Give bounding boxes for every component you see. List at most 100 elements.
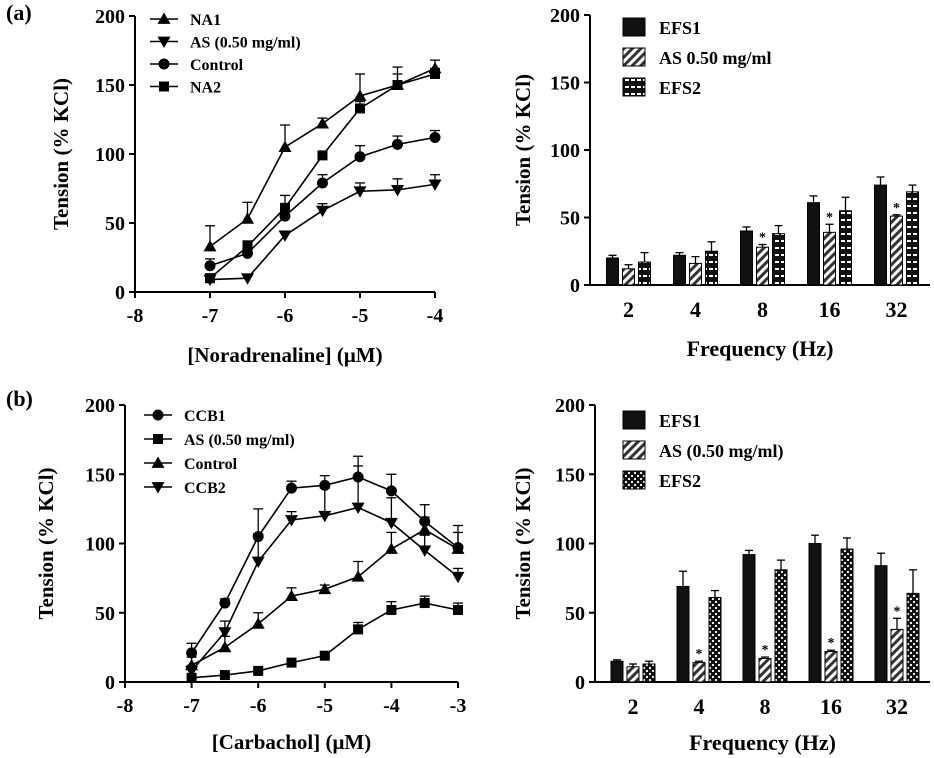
x-tick-label: 2 [623, 297, 634, 322]
bar [906, 592, 920, 683]
data-point [285, 589, 298, 602]
x-tick-label: 32 [886, 297, 908, 322]
series-as-0-50-mg-ml: * * * [622, 201, 903, 286]
data-point [353, 186, 367, 198]
y-tick-label: 100 [550, 140, 580, 162]
x-tick-label: 16 [820, 694, 842, 719]
data-point [218, 627, 232, 639]
y-axis-label: Tension (% KCl) [511, 74, 535, 226]
data-point [392, 80, 403, 90]
legend-label: AS (0.50 mg/ml) [659, 441, 784, 462]
data-point [351, 502, 365, 514]
bar [824, 651, 838, 683]
x-tick-label: -6 [277, 305, 294, 327]
bar [626, 666, 640, 683]
x-axis-label: Frequency (Hz) [689, 730, 836, 755]
legend-label: AS (0.50 mg/ml) [190, 35, 301, 52]
data-point [242, 241, 253, 252]
data-point [353, 624, 364, 635]
legend-marker [151, 456, 165, 468]
legend-marker [157, 12, 171, 24]
data-point [391, 185, 404, 197]
legend-label: EFS2 [659, 471, 701, 491]
series-as-0-50-mg-ml [203, 174, 442, 287]
bar [622, 268, 635, 286]
significance-star: * [759, 231, 766, 246]
series-line [209, 183, 436, 281]
significance-star: * [828, 636, 835, 651]
bar [774, 569, 788, 683]
y-tick-label: 200 [550, 5, 580, 27]
x-axis-label: [Carbachol] (μM) [212, 730, 371, 754]
data-point [203, 239, 217, 252]
data-point [241, 212, 254, 224]
data-point [317, 150, 328, 161]
legend-swatch [622, 470, 646, 490]
y-tick-label: 0 [105, 672, 115, 694]
legend-swatch [622, 17, 646, 37]
y-tick-label: 0 [575, 672, 585, 694]
bar [610, 660, 624, 683]
x-tick-label: -3 [450, 695, 467, 717]
legend-swatch [622, 47, 646, 67]
legend-label: Control [184, 456, 238, 473]
bar [890, 215, 903, 286]
x-axis-label: Frequency (Hz) [687, 336, 834, 361]
y-axis-label: Tension (% KCl) [49, 78, 73, 230]
data-point [451, 542, 465, 554]
bar [808, 543, 822, 683]
data-point [205, 273, 215, 284]
bar [708, 597, 722, 683]
data-point [219, 670, 230, 681]
data-point [318, 582, 332, 595]
x-tick-label: -5 [352, 305, 369, 327]
data-point [285, 515, 298, 527]
y-tick-label: 150 [550, 73, 580, 95]
data-point [384, 517, 398, 530]
y-tick-label: 200 [95, 6, 125, 28]
x-tick-label: -4 [383, 695, 400, 717]
data-point [430, 68, 440, 79]
y-tick-label: 50 [560, 208, 580, 230]
significance-star: * [696, 647, 703, 662]
chart-noradrenaline: 0 50 100 150 200 Tension (% KCl) -8 -7 -6 -5 -4 [No… [49, 6, 443, 367]
data-point [419, 598, 430, 609]
y-tick-label: 150 [85, 464, 115, 486]
bar [756, 246, 769, 286]
data-point [386, 604, 397, 615]
bar [692, 662, 706, 683]
data-point [204, 260, 216, 272]
y-tick-label: 100 [555, 534, 585, 556]
y-tick-label: 50 [565, 603, 585, 625]
legend-marker [152, 409, 164, 421]
legend-marker [157, 36, 171, 48]
data-point [278, 140, 292, 152]
series-ccb2 [185, 465, 465, 678]
x-tick-label: 32 [886, 694, 908, 719]
y-tick-label: 200 [85, 395, 115, 417]
x-tick-label: 2 [628, 694, 639, 719]
series-efs1 [606, 176, 887, 286]
data-point [353, 89, 367, 101]
x-tick-label: 8 [760, 694, 771, 719]
y-tick-label: 150 [555, 464, 585, 486]
x-axis-label: [Noradrenaline] (μM) [187, 343, 382, 367]
bar [705, 250, 718, 286]
legend-label: EFS1 [659, 18, 701, 38]
y-axis-label: Tension (% KCl) [34, 467, 58, 619]
legend-label: NA1 [190, 12, 221, 29]
data-point [316, 205, 329, 218]
series-control [185, 504, 465, 671]
bar [676, 585, 690, 683]
data-point [385, 485, 397, 497]
bar [740, 230, 753, 286]
data-point [428, 179, 442, 191]
y-tick-label: 100 [85, 534, 115, 556]
chart-frequency-b: 0 50 100 150 200 Tension (% KCl) 2 4 8 16 32 Freque… [511, 395, 930, 755]
series-as-0-50-mg-ml [186, 595, 463, 683]
significance-star: * [893, 201, 900, 216]
panel-label-a: (a) [6, 0, 32, 25]
data-point [384, 542, 398, 554]
panel-label-b: (b) [6, 386, 33, 411]
